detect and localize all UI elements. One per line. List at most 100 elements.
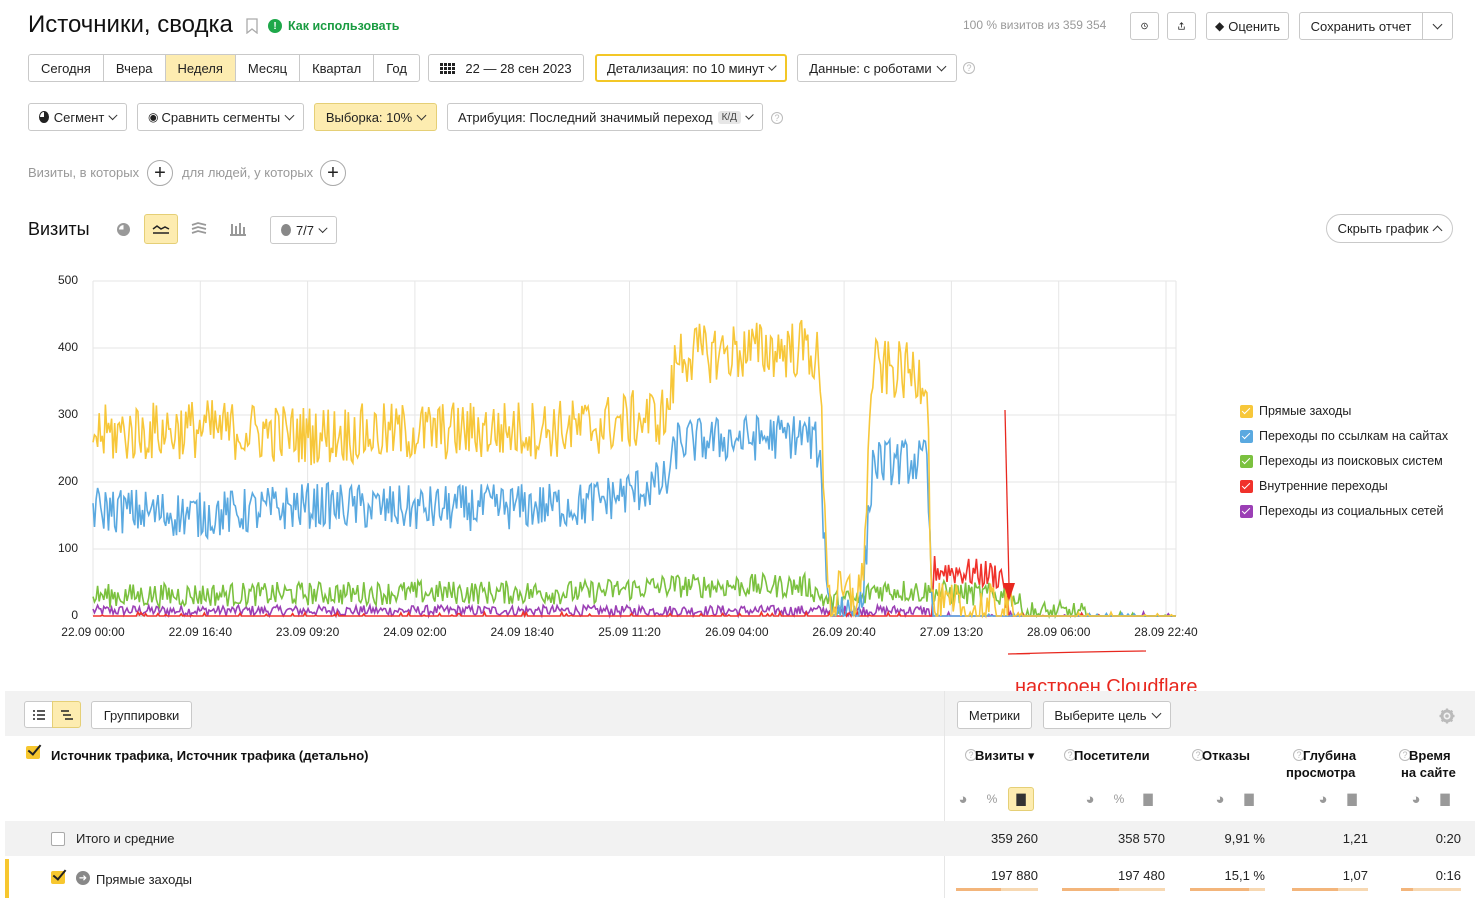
legend-item[interactable]: Переходы по ссылкам на сайтах xyxy=(1240,429,1448,443)
list-view-button[interactable] xyxy=(24,701,53,728)
bar-chart-icon xyxy=(230,223,246,236)
pie-icon xyxy=(116,222,130,236)
line-chart-icon xyxy=(152,225,170,234)
area-chart-type-button[interactable] xyxy=(190,220,210,240)
value-bar-track xyxy=(1401,888,1461,891)
x-tick-label: 28.09 22:40 xyxy=(1134,625,1198,639)
pie-view-icon[interactable]: ◕ xyxy=(958,790,968,808)
value-bar-fill xyxy=(956,888,1002,891)
bar-view-icon[interactable]: ▇ xyxy=(1347,792,1357,806)
pie-view-icon[interactable]: ◕ xyxy=(1215,790,1225,808)
pie-view-icon[interactable]: ◕ xyxy=(1085,790,1095,808)
tree-view-button[interactable] xyxy=(52,701,81,728)
totals-checkbox[interactable] xyxy=(51,832,65,846)
segment-dropdown[interactable]: Сегмент xyxy=(28,103,127,131)
export-button[interactable] xyxy=(1167,12,1196,40)
legend-label: Переходы из социальных сетей xyxy=(1259,504,1444,518)
save-report-menu-button[interactable] xyxy=(1422,12,1453,40)
pie-view-icon[interactable]: ◕ xyxy=(1411,790,1421,808)
legend-checkbox[interactable] xyxy=(1240,454,1253,468)
report-table: Группировки Метрики Выберите цель Источн… xyxy=(5,691,1475,898)
x-tick-label: 28.09 06:00 xyxy=(1026,625,1091,639)
help-icon[interactable]: ? xyxy=(963,62,975,74)
pie-view-icon[interactable]: ◕ xyxy=(1318,790,1328,808)
value-bar-fill xyxy=(1401,888,1413,891)
visits-condition-label: Визиты, в которых xyxy=(28,165,140,180)
bar-view-icon[interactable]: ▇ xyxy=(1143,792,1153,806)
series-line xyxy=(93,555,1176,618)
column-header[interactable]: Отказы xyxy=(1202,748,1250,763)
history-button[interactable] xyxy=(1130,12,1159,40)
help-icon[interactable]: ? xyxy=(1399,749,1411,761)
x-tick-label: 22.09 00:00 xyxy=(61,625,125,639)
help-icon[interactable]: ? xyxy=(771,112,783,124)
info-icon: ! xyxy=(268,19,282,33)
rate-icon: ◆ xyxy=(1214,19,1225,33)
table-cell: 0:16 xyxy=(1435,868,1461,883)
tab-quarter[interactable]: Квартал xyxy=(300,55,375,81)
value-bar-fill xyxy=(1190,888,1249,891)
attribution-dropdown[interactable]: Атрибуция: Последний значимый переход К/… xyxy=(447,103,763,131)
table-cell: 197 480 xyxy=(1118,868,1165,883)
row-checkbox[interactable] xyxy=(51,869,65,884)
bookmark-icon[interactable] xyxy=(246,18,258,35)
add-people-condition-button[interactable]: + xyxy=(320,160,346,186)
legend-checkbox[interactable] xyxy=(1240,404,1253,418)
rate-button[interactable]: ◆ Оценить xyxy=(1206,12,1289,40)
tab-week[interactable]: Неделя xyxy=(165,55,236,81)
direct-arrow-icon: ➜ xyxy=(76,871,90,885)
tab-today[interactable]: Сегодня xyxy=(29,55,104,81)
pie-chart-type-button[interactable] xyxy=(113,219,133,239)
help-icon[interactable]: ? xyxy=(1192,749,1204,761)
bar-chart-type-button[interactable] xyxy=(229,220,249,240)
legend-item[interactable]: Переходы из поисковых систем xyxy=(1240,454,1443,468)
date-range-picker[interactable]: 22 — 28 сен 2023 xyxy=(428,54,584,82)
gear-icon[interactable] xyxy=(1439,708,1455,724)
legend-label: Переходы по ссылкам на сайтах xyxy=(1259,429,1449,443)
help-icon[interactable]: ? xyxy=(1064,749,1076,761)
column-header[interactable]: Посетители xyxy=(1074,748,1150,763)
bar-view-icon[interactable]: ▇ xyxy=(1244,792,1254,806)
line-chart-type-button[interactable] xyxy=(144,214,178,244)
y-tick-label: 100 xyxy=(57,541,78,555)
legend-item[interactable]: Переходы из социальных сетей xyxy=(1240,504,1443,518)
help-icon[interactable]: ? xyxy=(965,749,977,761)
bar-view-icon[interactable]: ▇ xyxy=(1440,792,1450,806)
attribution-badge: К/Д xyxy=(717,110,741,124)
help-icon[interactable]: ? xyxy=(1293,749,1305,761)
y-tick-label: 300 xyxy=(57,407,78,421)
legend-item[interactable]: Прямые заходы xyxy=(1240,404,1351,418)
bar-view-icon[interactable]: ▇ xyxy=(1008,787,1034,811)
y-tick-label: 200 xyxy=(57,474,78,488)
y-tick-label: 0 xyxy=(71,608,78,622)
compare-segments-dropdown[interactable]: ◉ Сравнить сегменты xyxy=(137,103,304,131)
hide-chart-button[interactable]: Скрыть график xyxy=(1326,214,1453,243)
tab-yesterday[interactable]: Вчера xyxy=(104,55,166,81)
save-report-button[interactable]: Сохранить отчет xyxy=(1299,12,1423,40)
value-bar-fill xyxy=(1062,888,1119,891)
data-dropdown[interactable]: Данные: с роботами xyxy=(797,54,957,82)
percent-view-icon[interactable]: % xyxy=(986,792,998,806)
x-tick-label: 26.09 20:40 xyxy=(812,625,876,639)
legend-checkbox[interactable] xyxy=(1240,504,1253,518)
legend-checkbox[interactable] xyxy=(1240,479,1253,493)
legend-item[interactable]: Внутренние переходы xyxy=(1240,479,1388,493)
column-header[interactable]: Глубина просмотра xyxy=(1286,748,1357,780)
tab-month[interactable]: Месяц xyxy=(236,55,301,81)
metrics-button[interactable]: Метрики xyxy=(957,701,1032,729)
sample-dropdown[interactable]: Выборка: 10% xyxy=(314,103,437,131)
goal-dropdown[interactable]: Выберите цель xyxy=(1043,701,1171,729)
detail-dropdown[interactable]: Детализация: по 10 минут xyxy=(595,54,787,82)
list-icon xyxy=(32,709,45,720)
series-line xyxy=(92,319,1176,619)
add-visit-condition-button[interactable]: + xyxy=(147,160,173,186)
tab-year[interactable]: Год xyxy=(386,60,407,76)
groupings-button[interactable]: Группировки xyxy=(91,701,192,729)
column-header[interactable]: Визиты ▾ xyxy=(975,748,1035,763)
series-count-dropdown[interactable]: 7/7 xyxy=(270,216,337,244)
dimension-checkbox[interactable] xyxy=(26,744,40,759)
percent-view-icon[interactable]: % xyxy=(1113,792,1125,806)
column-header[interactable]: Время на сайте xyxy=(1401,748,1456,780)
legend-checkbox[interactable] xyxy=(1240,429,1253,443)
help-link[interactable]: ! Как использовать xyxy=(268,19,399,33)
